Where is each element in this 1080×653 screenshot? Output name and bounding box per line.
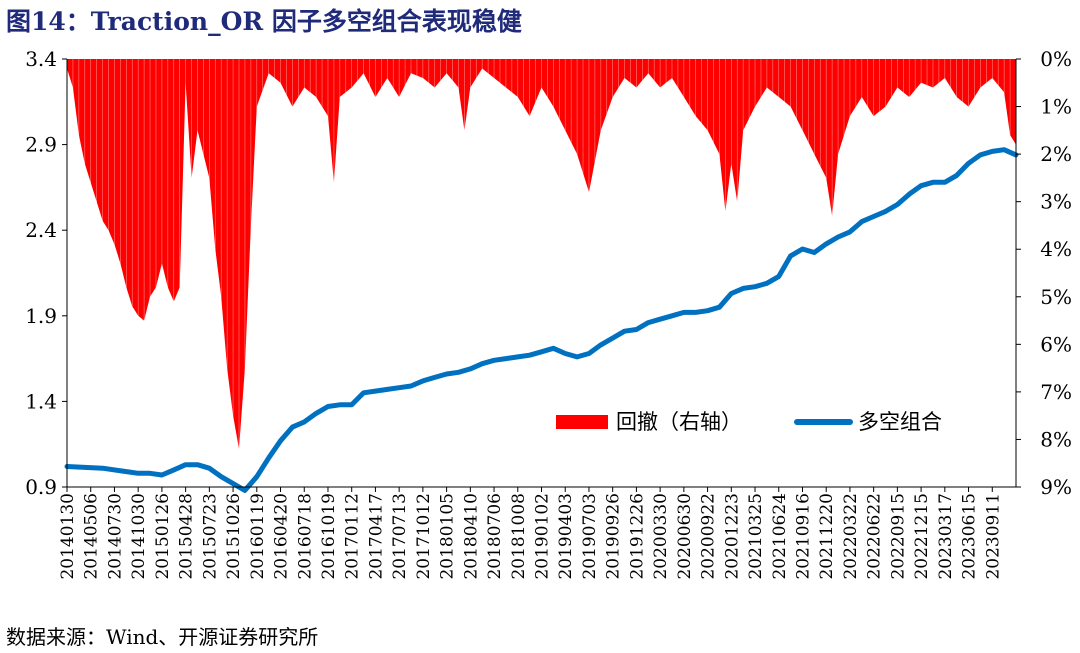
x-tick-label: 20150126 xyxy=(153,493,173,580)
right-tick-label: 3% xyxy=(1040,190,1072,214)
long-short-line xyxy=(64,147,1019,493)
source-note: 数据来源：Wind、开源证券研究所 xyxy=(6,625,319,649)
x-tick-label: 20180410 xyxy=(461,493,481,580)
legend-label-drawdown: 回撤（右轴） xyxy=(616,410,742,434)
x-tick-label: 20151026 xyxy=(224,493,244,580)
x-tick-label: 20150723 xyxy=(200,493,220,580)
x-tick-label: 20141030 xyxy=(129,493,149,580)
x-tick-label: 20161019 xyxy=(319,493,339,580)
x-tick-label: 20211220 xyxy=(817,493,837,580)
x-tick-label: 20230615 xyxy=(960,493,980,580)
x-tick-label: 20230317 xyxy=(936,493,956,580)
left-tick-label: 2.4 xyxy=(25,218,57,242)
legend-label-longshort: 多空组合 xyxy=(858,410,942,434)
x-tick-label: 20170417 xyxy=(366,493,386,580)
x-tick-label: 20160718 xyxy=(295,493,315,580)
left-tick-label: 1.4 xyxy=(25,389,57,413)
x-tick-label: 20210325 xyxy=(746,493,766,580)
legend-swatch-drawdown xyxy=(556,415,608,429)
x-tick-label: 20230911 xyxy=(983,493,1003,580)
x-tick-label: 20160420 xyxy=(272,493,292,580)
right-tick-label: 9% xyxy=(1040,475,1072,499)
right-tick-label: 0% xyxy=(1040,47,1072,71)
x-tick-label: 20140506 xyxy=(82,493,102,580)
x-tick-label: 20221215 xyxy=(912,493,932,580)
right-tick-label: 6% xyxy=(1040,332,1072,356)
x-tick-label: 20220915 xyxy=(888,493,908,580)
right-tick-label: 7% xyxy=(1040,380,1072,404)
left-tick-label: 1.9 xyxy=(25,304,57,328)
left-tick-label: 3.4 xyxy=(25,47,57,71)
right-tick-label: 2% xyxy=(1040,142,1072,166)
x-tick-label: 20210624 xyxy=(770,493,790,580)
x-tick-label: 20180105 xyxy=(438,493,458,580)
x-tick-label: 20201223 xyxy=(722,493,742,580)
x-tick-label: 20210916 xyxy=(793,493,813,580)
left-tick-label: 0.9 xyxy=(25,475,57,499)
chart-title: 图14：Traction_OR 因子多空组合表现稳健 xyxy=(6,7,522,36)
x-tick-label: 20190102 xyxy=(533,493,553,580)
x-tick-label: 20220322 xyxy=(841,493,861,580)
x-tick-label: 20170112 xyxy=(343,493,363,580)
right-tick-label: 4% xyxy=(1040,237,1072,261)
x-tick-label: 20220622 xyxy=(865,493,885,580)
x-tick-label: 20140730 xyxy=(105,493,125,580)
x-tick-label: 20190403 xyxy=(556,493,576,580)
x-tick-label: 20200630 xyxy=(675,493,695,580)
x-tick-label: 20190926 xyxy=(604,493,624,580)
x-tick-label: 20181008 xyxy=(509,493,529,580)
right-tick-label: 8% xyxy=(1040,427,1072,451)
right-tick-label: 5% xyxy=(1040,285,1072,309)
x-tick-label: 20191226 xyxy=(627,493,647,580)
x-tick-label: 20190703 xyxy=(580,493,600,580)
right-tick-label: 1% xyxy=(1040,95,1072,119)
x-tick-label: 20140130 xyxy=(58,493,78,580)
left-tick-label: 2.9 xyxy=(25,133,57,157)
x-tick-label: 20180706 xyxy=(485,493,505,580)
x-tick-label: 20200922 xyxy=(699,493,719,580)
x-tick-label: 20160119 xyxy=(248,493,268,580)
x-tick-label: 20170713 xyxy=(390,493,410,580)
x-tick-label: 20171012 xyxy=(414,493,434,580)
x-tick-label: 20150428 xyxy=(177,493,197,580)
x-tick-label: 20200330 xyxy=(651,493,671,580)
